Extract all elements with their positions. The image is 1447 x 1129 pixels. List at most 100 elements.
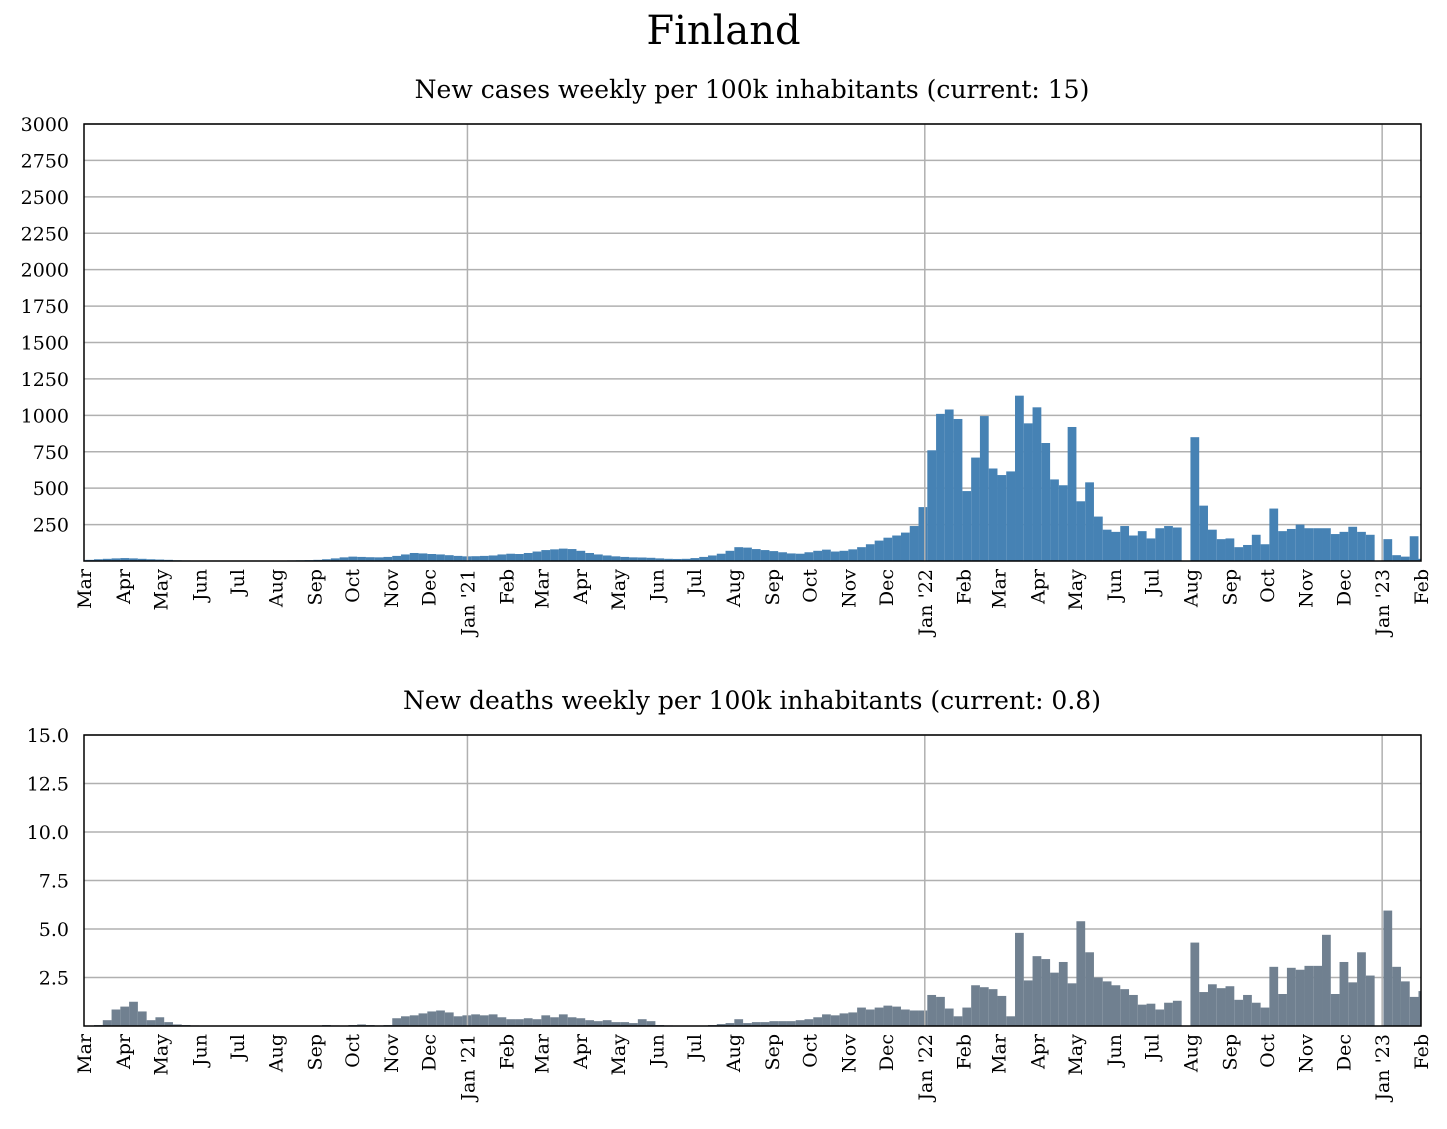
deaths-bar (164, 1022, 173, 1026)
deaths-bar (436, 1010, 445, 1026)
cases-bar (786, 553, 796, 561)
cases-bar (497, 554, 507, 561)
deaths-bar (620, 1022, 630, 1026)
deaths-x-tick-label: Oct (342, 1034, 364, 1068)
deaths-bar (1067, 983, 1077, 1026)
deaths-bar (795, 1020, 805, 1026)
cases-x-tick-label: Nov (381, 569, 403, 608)
cases-bar (1330, 534, 1340, 561)
cases-y-tick-label: 2000 (21, 260, 69, 282)
cases-bar (427, 554, 437, 561)
cases-bar (1102, 529, 1112, 561)
cases-y-tick-label: 1250 (21, 369, 69, 391)
cases-y-tick-label: 750 (33, 442, 69, 464)
deaths-bar (1006, 1016, 1016, 1026)
deaths-x-tick-label: Sep (762, 1034, 784, 1070)
cases-y-tick-label: 1500 (21, 333, 69, 355)
cases-bar (822, 549, 831, 561)
cases-bar (339, 557, 349, 561)
cases-y-tick-label: 2250 (21, 223, 69, 245)
cases-bar (515, 554, 524, 561)
cases-bar (532, 551, 542, 561)
cases-bar (1418, 558, 1421, 561)
cases-bar (1041, 443, 1051, 561)
cases-bar (330, 558, 340, 561)
cases-x-tick-label: Mar (531, 568, 553, 609)
deaths-x-tick-label: Feb (1411, 1034, 1433, 1070)
cases-y-tick-label: 500 (33, 478, 69, 500)
deaths-bar (900, 1009, 910, 1026)
cases-bar (1322, 528, 1331, 561)
deaths-y-tick-label: 15.0 (27, 725, 69, 747)
cases-x-tick-label: Oct (1257, 569, 1279, 603)
deaths-x-tick-label: Dec (419, 1034, 441, 1071)
cases-x-tick-label: Sep (1219, 569, 1241, 605)
cases-bar (383, 556, 393, 561)
deaths-bar (848, 1012, 858, 1026)
deaths-bar (155, 1017, 165, 1026)
cases-bar (1015, 395, 1024, 561)
deaths-bar (822, 1014, 831, 1026)
deaths-bar (1339, 961, 1349, 1026)
deaths-bar (593, 1021, 603, 1026)
deaths-bar (567, 1017, 577, 1026)
deaths-bar (944, 1008, 954, 1026)
cases-bar (813, 550, 823, 561)
cases-plot-frame (83, 123, 1422, 562)
cases-bar (409, 552, 419, 561)
deaths-bar (558, 1014, 568, 1026)
deaths-bar (1348, 982, 1358, 1026)
cases-y-tick-label: 250 (33, 515, 69, 537)
deaths-bar (1164, 1002, 1173, 1026)
deaths-y-tick-label: 12.5 (27, 774, 69, 796)
deaths-x-tick-label: Apr (113, 1033, 135, 1070)
cases-bar (1234, 547, 1244, 561)
cases-bar (1339, 531, 1349, 561)
deaths-bar (1322, 934, 1331, 1026)
cases-bar (918, 507, 928, 561)
cases-bar (1155, 528, 1165, 561)
cases-bar (137, 558, 147, 561)
cases-bar (1137, 531, 1147, 561)
deaths-bar (1216, 988, 1226, 1026)
deaths-x-tick-label: Feb (954, 1034, 976, 1070)
cases-bar (997, 475, 1007, 561)
deaths-x-tick-label: May (150, 1034, 172, 1076)
cases-x-tick-label: Mar (74, 568, 96, 609)
cases-bar (830, 551, 840, 561)
deaths-bar (146, 1020, 156, 1026)
cases-y-tick-label: 3000 (21, 114, 69, 136)
cases-bar (909, 526, 919, 561)
deaths-bar (541, 1015, 551, 1026)
page-title: Finland (646, 8, 801, 54)
cases-x-tick-label: Jul (1142, 569, 1164, 597)
cases-bar (874, 540, 884, 561)
cases-bar (436, 554, 445, 561)
cases-bar (681, 558, 691, 561)
deaths-bar (1400, 981, 1410, 1026)
cases-x-tick-label: Jun (1104, 569, 1126, 603)
deaths-bar (401, 1016, 410, 1026)
cases-bar (743, 547, 752, 561)
cases-bar (769, 551, 779, 561)
cases-bar (971, 457, 980, 561)
deaths-bar (1190, 942, 1200, 1026)
deaths-x-tick-label: Nov (381, 1034, 403, 1073)
deaths-bar (1041, 959, 1051, 1026)
cases-bar (418, 553, 428, 561)
deaths-bar (1058, 961, 1068, 1026)
deaths-bar (111, 1009, 121, 1026)
cases-bar (962, 491, 972, 561)
deaths-x-tick-label: Oct (800, 1034, 822, 1068)
cases-bar (558, 548, 568, 561)
deaths-bar (1392, 966, 1401, 1026)
deaths-bar (488, 1014, 498, 1026)
cases-bar (392, 555, 402, 561)
deaths-bar (172, 1024, 182, 1026)
deaths-bar (550, 1017, 559, 1026)
deaths-bar (611, 1022, 621, 1026)
deaths-bar (1295, 969, 1305, 1026)
cases-x-tick-label: Dec (1333, 569, 1355, 606)
cases-bar (672, 558, 682, 561)
